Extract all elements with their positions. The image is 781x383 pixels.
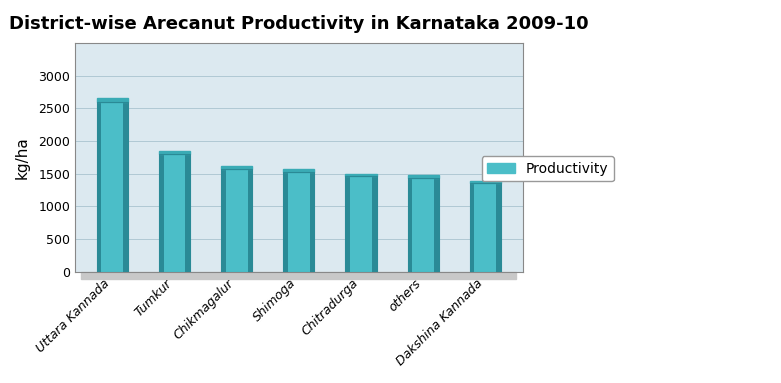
- Bar: [345, 174, 376, 176]
- Bar: [159, 151, 190, 154]
- Legend: Productivity: Productivity: [482, 156, 614, 182]
- Bar: [248, 169, 252, 272]
- Bar: [97, 98, 128, 102]
- Title: District-wise Arecanut Productivity in Karnataka 2009-10: District-wise Arecanut Productivity in K…: [9, 15, 589, 33]
- Bar: [97, 102, 102, 272]
- Bar: [470, 183, 475, 272]
- Bar: [372, 176, 376, 272]
- Bar: [408, 178, 412, 272]
- Bar: [226, 169, 248, 272]
- Bar: [97, 102, 128, 272]
- Bar: [221, 169, 226, 272]
- Bar: [408, 175, 439, 178]
- Bar: [408, 178, 439, 272]
- Bar: [310, 172, 315, 272]
- Bar: [164, 154, 185, 272]
- Bar: [470, 183, 501, 272]
- Bar: [123, 102, 128, 272]
- Bar: [221, 169, 252, 272]
- Bar: [159, 154, 190, 272]
- Bar: [288, 172, 310, 272]
- Bar: [81, 272, 516, 279]
- Bar: [345, 176, 350, 272]
- Bar: [350, 176, 372, 272]
- Bar: [221, 166, 252, 169]
- Y-axis label: kg/ha: kg/ha: [15, 136, 30, 179]
- Bar: [496, 183, 501, 272]
- Bar: [470, 181, 501, 183]
- Bar: [159, 154, 164, 272]
- Bar: [412, 178, 434, 272]
- Bar: [345, 176, 376, 272]
- Bar: [102, 102, 123, 272]
- Bar: [284, 172, 315, 272]
- Bar: [475, 183, 496, 272]
- Bar: [284, 169, 315, 172]
- Bar: [434, 178, 439, 272]
- Bar: [284, 172, 288, 272]
- Bar: [185, 154, 190, 272]
